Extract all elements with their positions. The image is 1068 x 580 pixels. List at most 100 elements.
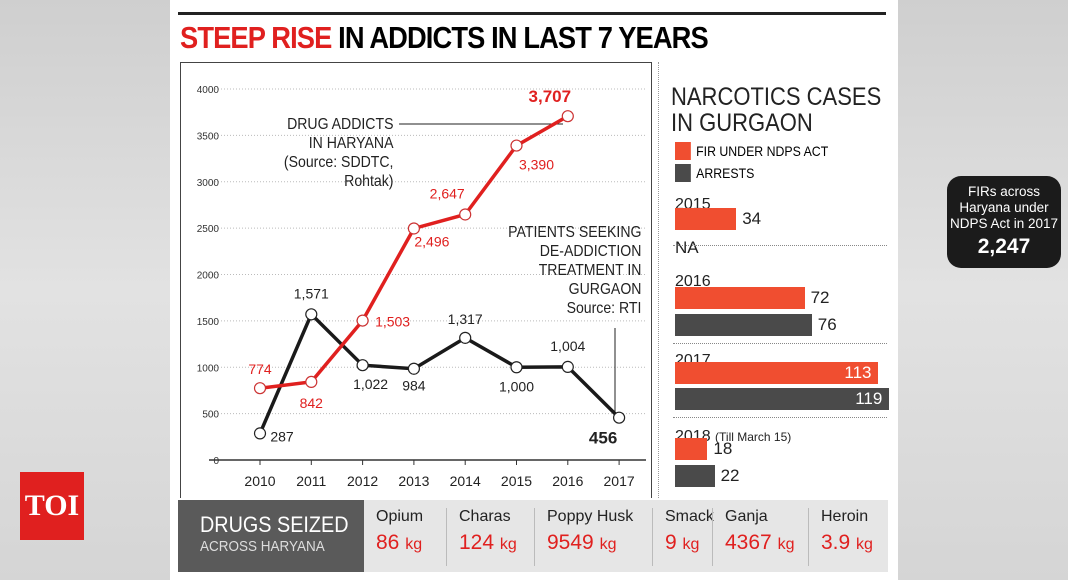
- drug-name: Ganja: [725, 508, 768, 525]
- haryana-fir-badge: FIRs across Haryana under NDPS Act in 2017…: [947, 176, 1061, 268]
- x-tick-label: 2010: [244, 473, 275, 489]
- data-label: 287: [270, 428, 294, 444]
- y-tick-label: 1000: [197, 363, 220, 374]
- data-label: 1,317: [448, 311, 483, 327]
- toi-logo: TOI: [20, 472, 84, 540]
- data-label: 1,503: [375, 314, 410, 330]
- data-point: [356, 314, 369, 327]
- fir-bar: [675, 208, 737, 230]
- black-series-label: PATIENTS SEEKING DE-ADDICTION TREATMENT IN…: [507, 224, 641, 317]
- top-rule: [178, 12, 886, 15]
- data-label: 1,000: [499, 378, 534, 394]
- fir-bar: [675, 438, 708, 460]
- infographic: STEEP RISE IN ADDICTS IN LAST 7 YEARS 0 5…: [170, 0, 1061, 580]
- drug-item: Ganja 4367 kg: [712, 508, 794, 566]
- narcotics-panel: NARCOTICS CASES IN GURGAON FIR UNDER NDPS…: [658, 62, 1061, 498]
- y-tick-label: 0: [213, 456, 219, 467]
- arrests-bar: [675, 465, 715, 487]
- y-tick-label: 1500: [197, 317, 220, 328]
- arrests-value: 76: [817, 315, 837, 334]
- drug-name: Poppy Husk: [547, 508, 634, 525]
- data-point: [510, 139, 523, 152]
- data-label: 984: [402, 378, 426, 394]
- drug-item: Poppy Husk 9549 kg: [534, 508, 633, 566]
- drug-name: Smack: [665, 508, 714, 525]
- data-point: [613, 411, 626, 424]
- data-point: [561, 110, 574, 123]
- drug-quantity: 9 kg: [665, 531, 700, 554]
- divider: [673, 417, 887, 418]
- data-point: [253, 382, 267, 395]
- drugs-seized-strip: DRUGS SEIZED ACROSS HARYANA Opium 86 kg Cha…: [178, 500, 888, 572]
- data-point: [561, 360, 574, 373]
- x-tick-label: 2017: [604, 473, 635, 489]
- data-point: [459, 208, 472, 221]
- arrests-na: NA: [675, 238, 699, 257]
- data-label: 1,022: [353, 376, 388, 392]
- y-tick-label: 2500: [197, 224, 220, 235]
- data-point: [253, 427, 267, 440]
- drugs-seized-heading: DRUGS SEIZED ACROSS HARYANA: [178, 500, 364, 572]
- y-tick-label: 500: [202, 410, 219, 421]
- fir-value: 72: [810, 288, 830, 307]
- headline: STEEP RISE IN ADDICTS IN LAST 7 YEARS: [180, 20, 709, 55]
- x-tick-label: 2012: [347, 473, 378, 489]
- legend-arrests: ARRESTS: [675, 164, 754, 182]
- data-label: 3,390: [519, 157, 554, 173]
- arrests-bar: [675, 314, 812, 336]
- arrests-bar: [675, 388, 890, 410]
- line-chart-svg: 0 500 1000 1500 2000 2500 3000 3500 4000 2010 2011…: [197, 85, 646, 489]
- data-point: [459, 331, 472, 344]
- data-point: [407, 362, 420, 375]
- legend-fir: FIR UNDER NDPS ACT: [675, 142, 828, 160]
- red-series-label: DRUG ADDICTS IN HARYANA (Source: SDDTC, Roh…: [283, 116, 393, 190]
- bar-group-year: 2016: [675, 273, 711, 290]
- arrests-value: 22: [720, 466, 740, 485]
- fir-bar: [675, 362, 879, 384]
- data-label: 2,496: [414, 233, 449, 249]
- data-label: 2,647: [430, 185, 465, 201]
- fir-bar: [675, 287, 805, 309]
- drug-name: Charas: [459, 508, 511, 525]
- x-tick-label: 2014: [450, 473, 481, 489]
- drug-quantity: 86 kg: [376, 531, 423, 554]
- data-label: 1,571: [294, 285, 329, 301]
- y-tick-label: 3500: [197, 131, 220, 142]
- fir-value: 18: [713, 439, 733, 458]
- panel-title: NARCOTICS CASES IN GURGAON: [671, 83, 882, 137]
- data-point: [305, 375, 318, 389]
- y-tick-label: 3000: [197, 178, 220, 189]
- drug-quantity: 9549 kg: [547, 531, 617, 554]
- line-chart: 0 500 1000 1500 2000 2500 3000 3500 4000 2010 2011…: [180, 62, 652, 498]
- x-tick-label: 2016: [552, 473, 583, 489]
- data-label: 1,004: [550, 338, 585, 354]
- fir-value: 113: [844, 363, 872, 382]
- x-tick-label: 2013: [398, 473, 429, 489]
- drug-name: Opium: [376, 508, 424, 525]
- data-label: 774: [248, 361, 272, 377]
- data-point: [356, 359, 369, 372]
- data-point: [305, 308, 318, 321]
- drug-quantity: 3.9 kg: [821, 531, 873, 554]
- x-tick-label: 2011: [296, 473, 326, 489]
- y-tick-label: 2000: [197, 271, 220, 282]
- data-point: [510, 361, 523, 374]
- data-label: 3,707: [529, 87, 572, 106]
- drug-quantity: 124 kg: [459, 531, 517, 554]
- drug-item: Heroin 3.9 kg: [808, 508, 873, 566]
- blurred-background-right: [898, 0, 1068, 580]
- drug-item: Smack 9 kg: [652, 508, 714, 566]
- drug-quantity: 4367 kg: [725, 531, 795, 554]
- data-point: [407, 222, 420, 235]
- arrests-value: 119: [855, 389, 883, 408]
- series-line: [258, 311, 621, 435]
- drug-item: Charas 124 kg: [446, 508, 517, 566]
- divider: [673, 343, 887, 344]
- drug-item: Opium 86 kg: [364, 508, 423, 566]
- fir-value: 34: [742, 209, 762, 228]
- y-tick-label: 4000: [197, 85, 220, 96]
- divider: [673, 245, 887, 246]
- data-label: 842: [300, 395, 324, 411]
- x-tick-label: 2015: [501, 473, 532, 489]
- drug-name: Heroin: [821, 508, 869, 525]
